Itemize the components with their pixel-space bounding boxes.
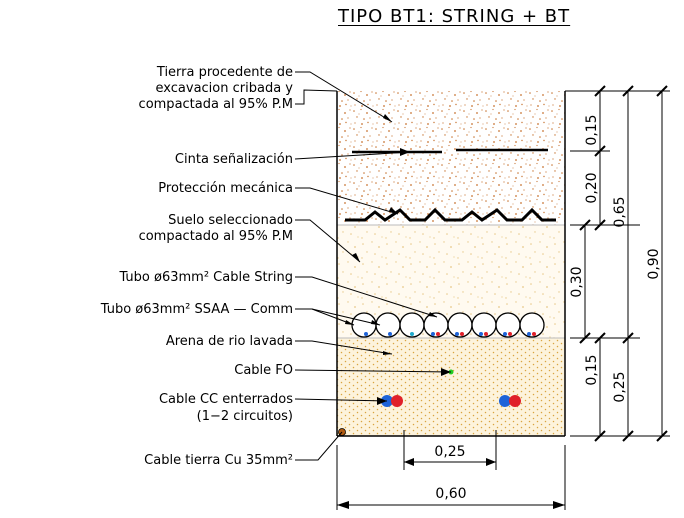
dim-090: 0,90 xyxy=(646,248,662,279)
label-cable-cc-1: Cable CC enterrados xyxy=(158,392,293,407)
leader-arrows xyxy=(345,114,451,405)
tube xyxy=(471,312,497,338)
leader-lines xyxy=(294,71,452,461)
label-tierra-1: Tierra procedente de xyxy=(156,65,293,80)
dim-015-top: 0,15 xyxy=(584,114,600,145)
label-cable-tierra: Cable tierra Cu 35mm² xyxy=(144,453,293,468)
label-tierra-2: excavacion cribada y xyxy=(155,81,293,96)
dimension-arrows xyxy=(337,458,565,509)
label-cinta: Cinta señalización xyxy=(174,152,293,167)
label-tubo-string: Tubo ø63mm² Cable String xyxy=(119,270,293,285)
soil-layer-top xyxy=(337,91,565,225)
tube xyxy=(351,312,377,338)
dim-015-bottom: 0,15 xyxy=(584,354,600,385)
dim-025-vertical: 0,25 xyxy=(612,371,628,402)
label-arena: Arena de rio lavada xyxy=(165,334,293,349)
warning-tape xyxy=(352,148,548,154)
dim-030: 0,30 xyxy=(569,266,585,297)
dimension-ticks xyxy=(579,85,668,442)
dim-020: 0,20 xyxy=(584,172,600,203)
dim-025-horizontal: 0,25 xyxy=(434,444,465,460)
label-tubo-ssaa: Tubo ø63mm² SSAA — Comm xyxy=(100,302,293,317)
tube xyxy=(447,312,473,338)
mechanical-protection xyxy=(345,207,556,222)
dim-065: 0,65 xyxy=(612,196,628,227)
dim-060: 0,60 xyxy=(435,486,466,502)
label-proteccion: Protección mecánica xyxy=(158,181,293,196)
dimension-lines xyxy=(336,90,670,510)
label-cable-cc-2: (1−2 circuitos) xyxy=(196,409,293,424)
cc-cables-right xyxy=(499,395,521,407)
tube xyxy=(519,312,545,338)
tube-cables xyxy=(364,332,536,336)
sand-layer xyxy=(337,338,565,436)
diagram-title: TIPO BT1: STRING + BT xyxy=(338,6,571,27)
tube xyxy=(495,312,521,338)
label-cable-fo: Cable FO xyxy=(234,363,293,378)
label-suelo-1: Suelo seleccionado xyxy=(168,213,293,228)
tubes-row xyxy=(351,312,545,338)
label-suelo-2: compactado al 95% P.M xyxy=(138,229,293,244)
label-tierra-3: compactada al 95% P.M xyxy=(138,97,293,112)
